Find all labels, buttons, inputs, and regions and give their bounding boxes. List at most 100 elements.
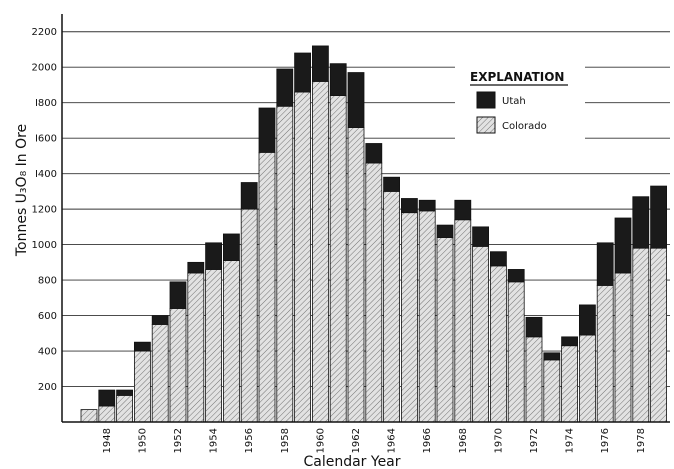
bar-colorado-1961: [329, 95, 347, 423]
bar-colorado-1956: [240, 208, 258, 423]
bar-utah-1950: [133, 341, 151, 352]
bar-utah-1978: [632, 196, 650, 249]
bar-utah-1976: [596, 242, 614, 286]
bar-colorado-1948: [98, 405, 116, 423]
bars: [80, 45, 667, 423]
y-tick-labels: 200 400 600 800 1000 1200 I400 I600 I800 2000 2200: [32, 27, 57, 393]
legend-label-colorado: Colorado: [502, 121, 547, 132]
bar-utah-1960: [311, 45, 329, 82]
x-tick-label: 1954: [209, 428, 220, 453]
bar-colorado-1957: [258, 151, 276, 423]
bar-utah-1948: [98, 389, 116, 407]
x-axis-title: Calendar Year: [303, 454, 400, 469]
bar-colorado-1967: [436, 237, 454, 423]
bar-colorado-1950: [133, 350, 151, 423]
legend: EXPLANATION Utah Colorado: [455, 62, 585, 142]
x-tick-label: 1962: [351, 428, 362, 453]
bar-colorado-1973: [543, 359, 561, 423]
bar-colorado-1969: [472, 245, 490, 423]
bar-colorado-1974: [561, 345, 578, 423]
bar-colorado-1964: [383, 190, 401, 423]
bar-utah-1949: [116, 389, 133, 396]
bar-colorado-1947: [80, 409, 98, 423]
bar-utah-1956: [240, 182, 258, 210]
bar-utah-1966: [418, 199, 436, 212]
bar-colorado-1972: [525, 336, 543, 423]
bar-colorado-1958: [276, 105, 294, 423]
x-tick-label: 1950: [137, 428, 148, 453]
bar-utah-1963: [365, 143, 383, 164]
y-tick-label: I800: [35, 98, 57, 109]
bar-colorado-1977: [614, 272, 632, 423]
bar-utah-1972: [525, 316, 543, 338]
bar-colorado-1968: [454, 219, 472, 423]
bar-colorado-1959: [294, 91, 312, 423]
bar-utah-1953: [187, 261, 205, 274]
bar-colorado-1976: [596, 285, 614, 423]
x-tick-label: 1958: [280, 428, 291, 453]
x-tick-label: 1956: [244, 428, 255, 453]
bar-colorado-1971: [507, 281, 525, 423]
legend-swatch-utah: [476, 91, 496, 109]
bar-colorado-1949: [116, 394, 133, 423]
x-tick-label: 1970: [493, 428, 504, 453]
bar-colorado-1953: [187, 272, 205, 423]
bar-utah-1961: [329, 63, 347, 96]
x-tick-label: 1972: [529, 428, 540, 453]
x-tick-label: 1948: [102, 428, 113, 453]
bar-colorado-1966: [418, 210, 436, 423]
bar-colorado-1962: [347, 127, 365, 423]
bar-utah-1971: [507, 269, 525, 283]
bar-colorado-1952: [169, 308, 187, 423]
x-tick-label: 1964: [387, 428, 398, 453]
bar-colorado-1960: [311, 81, 329, 423]
bar-utah-1965: [400, 198, 418, 214]
x-tick-label: 1952: [173, 428, 184, 453]
y-tick-label: I400: [35, 169, 57, 180]
bar-utah-1967: [436, 224, 454, 238]
bar-colorado-1954: [205, 269, 223, 423]
bar-utah-1979: [650, 185, 667, 249]
y-tick-label: 600: [38, 311, 57, 322]
bar-utah-1969: [472, 226, 490, 247]
bar-utah-1954: [205, 242, 223, 270]
legend-title: EXPLANATION: [470, 70, 564, 84]
y-tick-label: 2000: [32, 63, 57, 74]
bar-colorado-1979: [650, 247, 667, 423]
bar-utah-1968: [454, 199, 472, 221]
bar-colorado-1978: [632, 247, 650, 423]
x-tick-labels: 1948 1950 1952 1954 1956 1958 1960 1962 1964 1966…: [102, 428, 647, 453]
x-tick-label: 1966: [422, 428, 433, 453]
y-tick-label: 800: [38, 276, 57, 287]
bar-utah-1951: [151, 315, 169, 325]
x-tick-label: 1968: [458, 428, 469, 453]
bar-colorado-1951: [151, 324, 169, 423]
bar-colorado-1965: [400, 212, 418, 423]
y-tick-label: I600: [35, 134, 57, 145]
legend-label-utah: Utah: [502, 96, 526, 107]
y-tick-label: 400: [38, 347, 57, 358]
x-tick-label: 1960: [315, 428, 326, 453]
bar-colorado-1975: [579, 334, 596, 423]
bar-colorado-1963: [365, 162, 383, 423]
bar-utah-1955: [222, 233, 240, 261]
bar-utah-1977: [614, 217, 632, 274]
bar-utah-1974: [561, 336, 578, 347]
y-axis-title: Tonnes U₃O₈ In Ore: [14, 124, 30, 257]
y-tick-label: 1200: [32, 205, 57, 216]
bar-colorado-1955: [222, 260, 240, 423]
y-tick-label: 200: [38, 382, 57, 393]
bar-utah-1975: [579, 304, 596, 336]
bar-utah-1964: [383, 176, 401, 192]
bar-utah-1952: [169, 281, 187, 309]
y-tick-label: 1000: [32, 240, 57, 251]
x-tick-label: 1976: [600, 428, 611, 453]
bar-utah-1970: [489, 251, 507, 267]
bar-utah-1962: [347, 72, 365, 128]
x-tick-label: 1974: [565, 428, 576, 453]
x-tick-label: 1978: [636, 428, 647, 453]
legend-swatch-colorado: [476, 116, 496, 134]
bar-utah-1973: [543, 352, 561, 361]
y-tick-label: 2200: [32, 27, 57, 38]
